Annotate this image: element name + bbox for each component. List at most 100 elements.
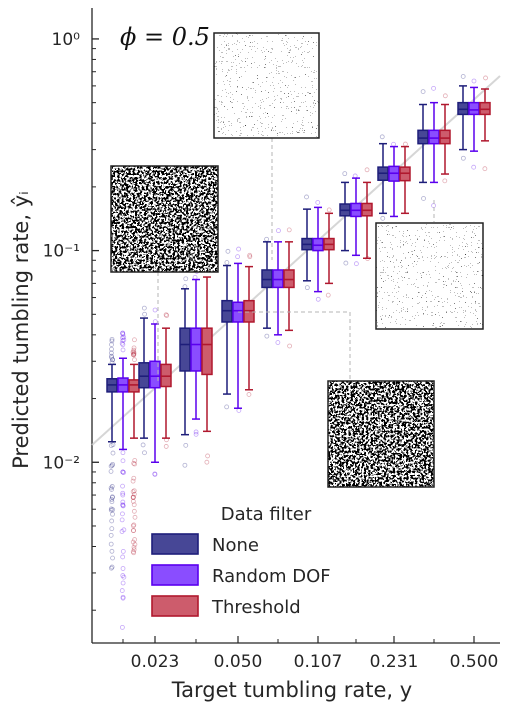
legend-entry: Random DOF xyxy=(151,564,331,587)
inset-snapshot xyxy=(213,32,320,139)
outlier-point xyxy=(130,498,136,504)
outlier-point xyxy=(131,349,137,355)
box-threshold xyxy=(160,327,172,439)
outlier-point xyxy=(224,260,230,265)
outlier-point xyxy=(130,494,136,500)
outlier-point xyxy=(108,532,114,538)
box-random-dof xyxy=(468,86,480,152)
outlier-point xyxy=(286,227,292,233)
outlier-point xyxy=(108,506,114,512)
outlier-point xyxy=(109,496,115,502)
outlier-point xyxy=(131,544,137,550)
box-threshold xyxy=(243,265,255,391)
outlier-point xyxy=(130,489,136,495)
outlier-point xyxy=(204,459,210,465)
outlier-point xyxy=(246,392,252,397)
phi-annotation: ϕ = 0.5 xyxy=(120,23,210,51)
box-none xyxy=(106,363,118,443)
outlier-point xyxy=(325,292,331,298)
legend-label: None xyxy=(212,535,259,556)
outlier-point xyxy=(315,296,321,302)
tick-marks xyxy=(92,38,475,643)
outlier-point xyxy=(108,541,114,547)
outlier-point xyxy=(109,548,115,554)
box-random-dof xyxy=(272,241,284,336)
outlier-point xyxy=(131,528,136,534)
outlier-point xyxy=(120,594,126,600)
outlier-point xyxy=(132,537,138,542)
outlier-point xyxy=(120,469,126,475)
outlier-point xyxy=(421,196,426,201)
outlier-point xyxy=(131,508,137,514)
outlier-point xyxy=(108,565,114,571)
x-tick-label: 0.231 xyxy=(370,652,419,672)
outlier-point xyxy=(121,470,127,475)
outlier-point xyxy=(130,523,136,529)
box-threshold xyxy=(323,212,335,285)
outlier-point xyxy=(132,461,138,467)
box-none xyxy=(261,241,273,329)
legend-label: Random DOF xyxy=(212,566,331,587)
box-iqr xyxy=(149,360,161,389)
outlier-point xyxy=(183,442,189,448)
outlier-point xyxy=(343,260,349,266)
outlier-point xyxy=(182,462,188,468)
box-iqr xyxy=(138,362,150,389)
outlier-point xyxy=(120,511,125,517)
outlier-point xyxy=(192,274,198,280)
outlier-point xyxy=(132,514,138,520)
outlier-point xyxy=(163,312,169,318)
box-plots xyxy=(106,85,491,464)
legend-entry: Threshold xyxy=(151,595,301,618)
box-random-dof xyxy=(232,262,244,409)
box-iqr xyxy=(439,129,451,145)
box-random-dof xyxy=(312,206,324,293)
legend-swatch xyxy=(151,564,199,586)
outlier-point xyxy=(120,566,126,571)
outlier-point xyxy=(275,340,281,345)
outlier-point xyxy=(264,236,269,242)
outlier-point xyxy=(131,347,137,353)
outlier-point xyxy=(315,200,321,205)
outlier-point xyxy=(132,458,138,463)
box-iqr xyxy=(417,129,429,145)
outlier-point xyxy=(109,499,115,505)
outlier-point xyxy=(403,141,408,147)
outlier-point xyxy=(110,442,116,448)
box-none xyxy=(138,317,150,439)
outlier-point xyxy=(236,246,241,252)
outlier-point xyxy=(119,624,125,630)
outlier-point xyxy=(483,75,488,81)
outlier-point xyxy=(131,345,137,351)
outlier-point xyxy=(120,502,126,508)
outlier-point xyxy=(131,351,137,357)
outlier-point xyxy=(110,461,116,467)
outlier-point xyxy=(471,78,477,84)
box-none xyxy=(221,264,233,395)
outlier-point xyxy=(108,443,114,448)
outlier-point xyxy=(120,573,126,578)
x-tick-labels: 0.023 0.050 0.107 0.231 0.500 xyxy=(131,652,499,672)
outlier-point xyxy=(460,74,466,79)
y-axis-label: Predicted tumbling rate, ŷᵢ xyxy=(9,191,33,469)
outlier-point xyxy=(364,167,370,173)
outlier-point xyxy=(109,487,114,492)
outlier-point xyxy=(120,330,126,336)
outlier-point xyxy=(109,564,115,570)
box-iqr xyxy=(272,269,284,289)
outlier-point xyxy=(110,494,115,500)
outlier-point xyxy=(131,491,137,497)
outlier-point xyxy=(235,254,241,260)
outlier-point xyxy=(108,507,114,513)
outlier-point xyxy=(121,337,127,343)
outlier-point xyxy=(120,503,126,509)
box-random-dof xyxy=(350,177,362,257)
outlier-point xyxy=(121,527,127,533)
outlier-point xyxy=(225,248,231,254)
outlier-point xyxy=(110,555,115,561)
outlier-point xyxy=(304,285,310,291)
box-iqr xyxy=(261,269,273,289)
outlier-point xyxy=(131,351,137,356)
outlier-point xyxy=(247,252,253,258)
x-tick-label: 0.107 xyxy=(294,652,343,672)
